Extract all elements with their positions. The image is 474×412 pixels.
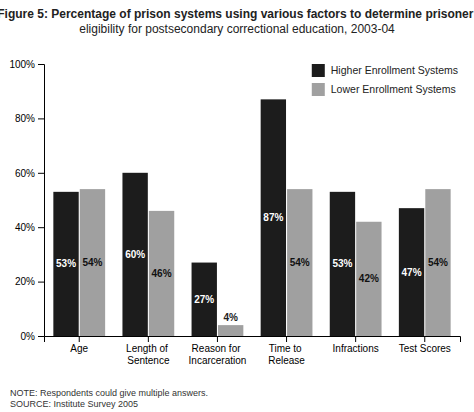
y-tick-mark [38,336,44,337]
y-tick-label: 0% [21,331,36,342]
x-tick: Test Scores [399,336,451,354]
bar [80,189,105,336]
data-label: 54% [290,257,310,268]
bar [149,211,174,336]
bar [218,325,243,336]
y-tick-label: 40% [15,222,35,233]
y-tick: 20% [15,276,44,287]
x-tick-mark [148,336,149,342]
x-tick-label: Reason for Incarceration [189,343,247,366]
x-tick-label-line: Reason for [192,343,244,354]
bar [192,263,217,336]
y-tick: 100% [9,59,44,70]
plot: 0% 20% 40% 60% 80% 100% Age Length of Sentence R… [9,59,460,366]
data-labels: 53% 60% 27% 87% 53% 47% 54% 46% 4% 54% 42% 54% [56,212,448,323]
bar [53,192,78,336]
x-axis: Age Length of Sentence Reason for Incarcer… [45,336,461,366]
y-tick-mark [38,118,44,119]
bar [287,189,312,336]
data-label: 54% [428,257,448,268]
data-label: 46% [152,268,172,279]
legend-label: Lower Enrollment Systems [331,83,456,95]
bar [425,189,450,336]
x-tick-mark [424,336,425,342]
y-tick-label: 100% [9,59,35,70]
y-tick-label: 60% [15,168,35,179]
x-tick-label-line: Test Scores [399,343,451,354]
chart-container: Figure 5: Percentage of prison systems u… [0,0,474,412]
y-tick-mark [38,173,44,174]
data-label: 42% [359,273,379,284]
data-label: 60% [125,249,145,260]
x-tick-label-line: Incarceration [189,355,247,366]
annotations: NOTE: Respondents could give multiple an… [10,388,208,409]
x-tick-label-line: Release [268,355,305,366]
x-tick: Infractions [333,336,379,354]
x-tick-label-line: Infractions [333,343,379,354]
chart: Figure 5: Percentage of prison systems u… [0,0,474,412]
x-tick: Length of Sentence [126,336,170,366]
y-tick-label: 20% [15,276,35,287]
y-tick: 80% [15,113,44,124]
annotation: NOTE: Respondents could give multiple an… [10,388,208,398]
x-tick-label-line: Age [70,343,88,354]
x-tick-mark [217,336,218,342]
y-axis-line [38,65,45,337]
y-axis: 0% 20% 40% 60% 80% 100% [9,59,44,342]
bar [356,222,381,336]
data-label: 53% [332,258,352,269]
y-tick-mark [38,64,44,65]
x-tick: Reason for Incarceration [189,336,247,366]
legend-label: Higher Enrollment Systems [331,64,458,76]
x-tick-label-line: Sentence [127,355,170,366]
data-label: 87% [263,212,283,223]
legend-item: Lower Enrollment Systems [312,83,456,96]
data-label: 27% [194,294,214,305]
legend-item: Higher Enrollment Systems [312,64,458,77]
annotation: SOURCE: Institute Survey 2005 [10,399,138,409]
x-tick-label: Age [70,343,88,354]
y-tick: 40% [15,222,44,233]
x-tick-mark [355,336,356,342]
x-tick-label: Time to Release [268,343,305,366]
y-tick-mark [38,227,44,228]
y-tick: 60% [15,168,44,179]
bar-series [53,99,424,336]
legend-swatch [312,83,325,96]
bar [261,99,286,336]
x-tick-label: Test Scores [399,343,451,354]
x-tick: Age [70,336,88,354]
x-tick-mark [79,336,80,342]
y-tick-mark [38,282,44,283]
y-tick-label: 80% [15,113,35,124]
data-label: 53% [56,258,76,269]
x-axis-line [45,337,461,343]
x-tick-label-line: Time to [269,343,305,354]
x-tick: Time to Release [268,336,305,366]
title-line: eligibility for postsecondary correction… [79,22,395,36]
bar [122,173,147,336]
title-line: Figure 5: Percentage of prison systems u… [0,7,474,21]
data-label: 47% [402,267,422,278]
bar-series [80,189,451,336]
bar [330,192,355,336]
bars [53,99,450,336]
legend-swatch [312,64,325,77]
title: Figure 5: Percentage of prison systems u… [0,7,474,36]
x-tick-label: Infractions [333,343,379,354]
x-tick-label-line: Length of [126,343,170,354]
data-label: 54% [82,257,102,268]
x-tick-mark [286,336,287,342]
x-tick-label: Length of Sentence [126,343,170,366]
legend: Higher Enrollment Systems Lower Enrollmen… [312,64,458,96]
y-tick: 0% [21,331,44,342]
bar [399,208,424,336]
data-label: 4% [223,312,238,323]
